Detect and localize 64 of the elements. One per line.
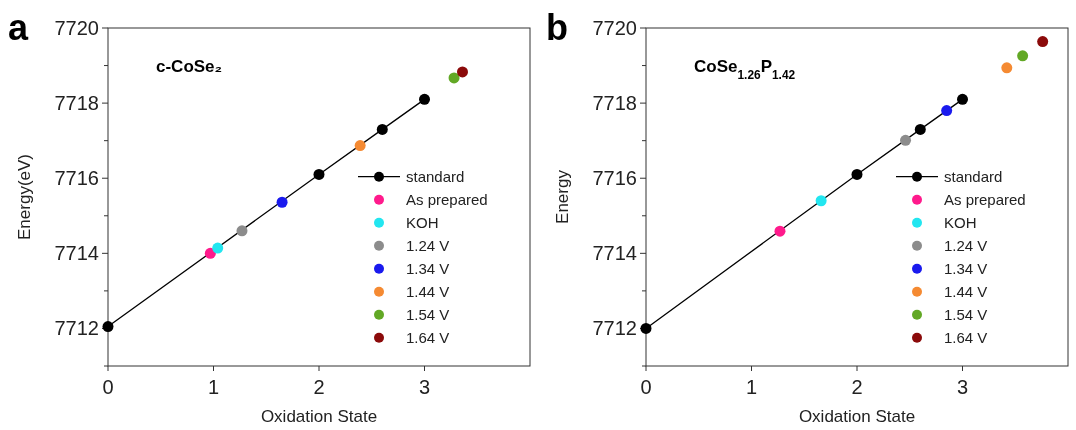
y-axis-title: Energy — [553, 169, 572, 224]
text: c-CoSe₂ — [156, 57, 223, 76]
point — [640, 322, 652, 334]
point — [102, 321, 114, 333]
y-tick-label: 7720 — [592, 17, 637, 39]
legend-label: As prepared — [406, 190, 488, 208]
point — [1017, 50, 1029, 62]
x-tick-label: 2 — [313, 376, 325, 398]
y-tick-label: 7712 — [592, 317, 637, 340]
legend-label: KOH — [406, 213, 439, 231]
point — [774, 225, 786, 237]
legend-label: standard — [406, 167, 465, 185]
point — [456, 66, 468, 78]
legend-label: 1.24 V — [406, 236, 450, 254]
x-tick-label: 3 — [956, 376, 969, 398]
x-tick-label: 0 — [640, 376, 652, 398]
y-tick-label: 7718 — [592, 92, 637, 115]
legend-label: KOH — [944, 213, 977, 231]
y-tick-label: 7714 — [592, 242, 637, 265]
y-tick-label: 7718 — [54, 92, 99, 115]
point — [1001, 62, 1013, 74]
x-axis-title: Oxidation State — [798, 407, 916, 426]
point — [900, 134, 912, 146]
legend-label: 1.34 V — [944, 259, 988, 277]
x-tick-label: 2 — [851, 376, 863, 398]
point — [914, 123, 926, 135]
text: CoSe$_{1.26}$P$_{1.42}$ — [694, 57, 796, 82]
legend-label: 1.44 V — [944, 282, 988, 300]
point — [276, 196, 288, 208]
legend-label: 1.64 V — [944, 328, 988, 346]
legend-label: 1.54 V — [406, 305, 450, 323]
y-tick-label: 7720 — [54, 17, 99, 39]
legend-label: 1.24 V — [944, 236, 988, 254]
legend-label: 1.34 V — [406, 259, 450, 277]
point — [376, 123, 388, 135]
point — [941, 105, 953, 117]
y-tick-label: 7716 — [54, 167, 99, 190]
x-tick-label: 1 — [207, 376, 220, 398]
legend-label: 1.64 V — [406, 328, 450, 346]
x-axis-title: Oxidation State — [260, 407, 378, 426]
legend-label: 1.44 V — [406, 282, 450, 300]
text: b — [546, 7, 568, 48]
y-tick-label: 7712 — [54, 317, 99, 340]
point — [448, 72, 460, 84]
point — [204, 247, 216, 259]
point — [236, 225, 248, 237]
x-tick-label: 3 — [418, 376, 431, 398]
point — [957, 93, 968, 105]
point — [212, 242, 224, 254]
legend-label: standard — [944, 167, 1003, 185]
point — [1037, 36, 1049, 48]
point — [354, 140, 366, 152]
legend-label: As prepared — [944, 190, 1026, 208]
text: a — [8, 7, 29, 48]
y-tick-label: 7714 — [54, 242, 99, 265]
x-tick-label: 0 — [102, 376, 114, 398]
point — [419, 93, 430, 105]
y-tick-label: 7716 — [592, 167, 637, 190]
point — [851, 168, 863, 180]
y-axis-title: Energy(eV) — [15, 154, 34, 240]
point — [815, 195, 827, 207]
legend-label: 1.54 V — [944, 305, 988, 323]
x-tick-label: 1 — [745, 376, 758, 398]
point — [313, 168, 325, 180]
